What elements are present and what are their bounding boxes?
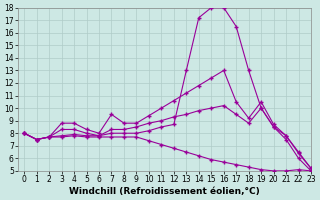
- X-axis label: Windchill (Refroidissement éolien,°C): Windchill (Refroidissement éolien,°C): [69, 187, 260, 196]
